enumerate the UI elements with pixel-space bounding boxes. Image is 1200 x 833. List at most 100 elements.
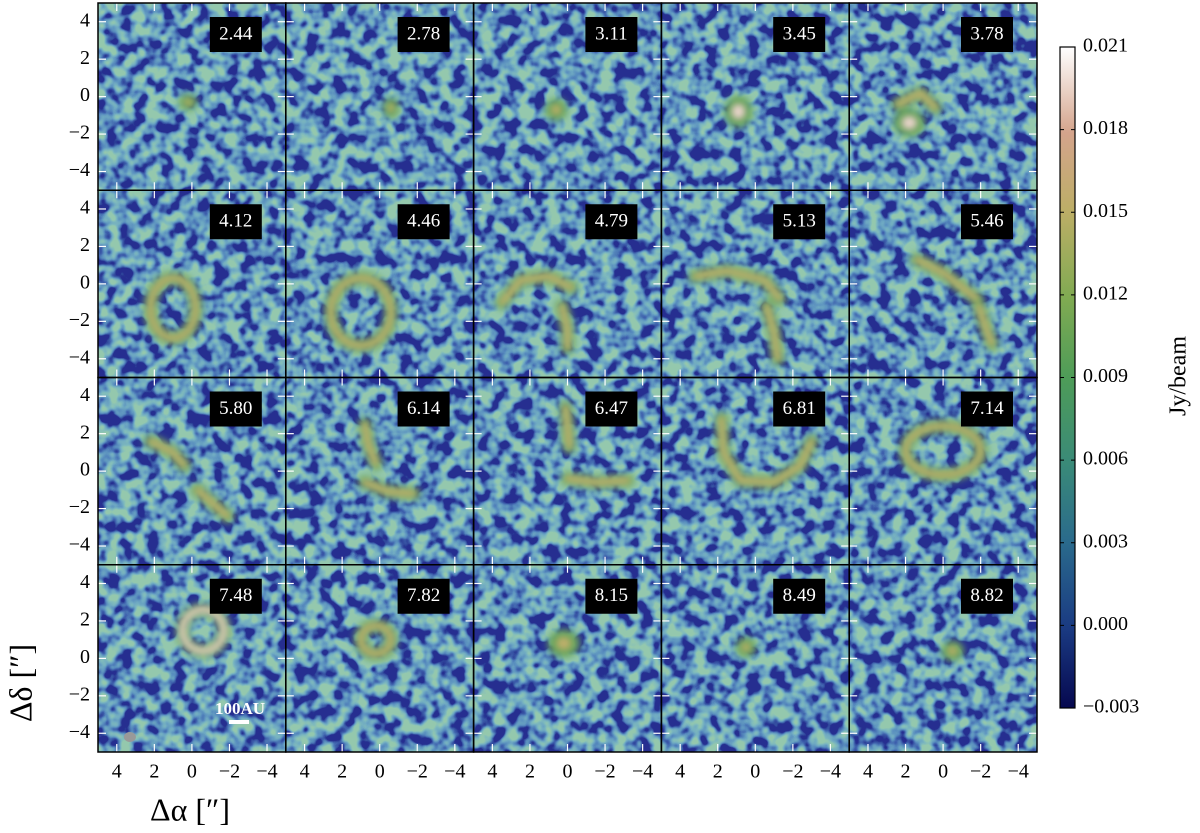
y-tick-label: −2: [69, 122, 90, 144]
panel-label-box: [209, 204, 262, 240]
emission-core: [388, 104, 394, 112]
y-tick-label: −4: [69, 346, 90, 368]
y-tick-label: 0: [80, 646, 90, 668]
x-tick-label: 4: [112, 761, 122, 783]
emission-core: [742, 643, 750, 651]
emission-ring-core: [328, 275, 394, 349]
panel-label-box: [209, 391, 262, 427]
emission-core: [552, 105, 561, 114]
colorbar-tick-label: 0.006: [1083, 448, 1128, 470]
x-tick-label: −4: [1008, 761, 1029, 783]
x-tick-label: −2: [594, 761, 615, 783]
x-tick-label: −2: [782, 761, 803, 783]
colorbar-tick-label: 0.021: [1083, 35, 1128, 57]
x-tick-label: 4: [675, 761, 685, 783]
panel-label-box: [397, 391, 450, 427]
emission-arc-core: [718, 416, 815, 485]
emission-arc-core: [499, 273, 574, 306]
colorbar-tick-label: 0.003: [1083, 530, 1128, 552]
panel-label: 3.11: [595, 23, 628, 44]
emission-arc-core: [148, 438, 187, 469]
panel-label-box: [585, 391, 638, 427]
panel-label: 8.49: [783, 585, 816, 606]
panel-label: 5.46: [970, 211, 1003, 232]
overlay: 2.44 2.78 3.11 3.45 3.78 4.12 4.46 4.79 5.13 5.46…: [97, 2, 1038, 753]
panel-label: 5.80: [219, 398, 252, 419]
x-tick-label: −4: [632, 761, 653, 783]
y-tick-label: −2: [69, 309, 90, 331]
colorbar-label: Jy/beam: [1166, 336, 1192, 416]
panel-label: 7.82: [407, 585, 440, 606]
emission-arc-core: [563, 404, 572, 450]
emission-ring-core: [180, 607, 227, 654]
y-tick-label: 4: [80, 384, 90, 406]
colorbar-tick-label: 0.018: [1083, 117, 1128, 139]
panel-label-box: [585, 204, 638, 240]
panel-label: 4.46: [407, 211, 440, 232]
y-tick-label: −2: [69, 496, 90, 518]
y-tick-label: 0: [80, 459, 90, 481]
x-tick-label: −2: [407, 761, 428, 783]
x-tick-label: 0: [938, 761, 948, 783]
x-tick-label: 2: [525, 761, 535, 783]
x-tick-label: 4: [487, 761, 497, 783]
x-tick-label: −4: [820, 761, 841, 783]
panel-label: 3.45: [783, 23, 816, 44]
colorbar-tick-label: −0.003: [1083, 696, 1139, 718]
emission-ring-core: [148, 275, 199, 341]
panel-label: 3.78: [970, 23, 1003, 44]
panel-label: 8.15: [595, 585, 628, 606]
panel-label-box: [961, 578, 1013, 614]
emission-ring-core: [358, 623, 394, 657]
emission-arc-core: [362, 479, 417, 497]
beam: [123, 732, 136, 743]
y-tick-label: 2: [80, 609, 90, 631]
panel-label: 6.14: [407, 398, 441, 419]
panel-label: 7.48: [219, 585, 252, 606]
panel-label-box: [397, 17, 450, 52]
emission-ring-core: [903, 423, 984, 478]
panel-label: 7.14: [970, 398, 1004, 419]
emission-core: [948, 647, 957, 655]
panel-label-box: [773, 204, 826, 240]
emission-arc-core: [362, 421, 379, 467]
x-tick-label: 2: [901, 761, 911, 783]
emission: [143, 85, 999, 662]
y-tick-label: 4: [80, 571, 90, 593]
scale-bar-label: 100AU: [215, 699, 265, 718]
panel-label: 2.78: [407, 23, 440, 44]
emission-arc-core: [895, 90, 939, 111]
emission-core: [902, 117, 916, 129]
panel-label-box: [209, 17, 262, 52]
emission-arc-core: [914, 257, 980, 302]
x-tick-label: 0: [187, 761, 197, 783]
scale-bar: [229, 720, 249, 724]
y-tick-label: 2: [80, 421, 90, 443]
emission-arc-core: [764, 303, 781, 362]
x-tick-label: 2: [149, 761, 159, 783]
emission-arc-core: [976, 303, 995, 347]
x-tick-label: 0: [750, 761, 760, 783]
panel-label-box: [961, 204, 1013, 240]
panel-label: 4.79: [595, 211, 628, 232]
x-tick-label: 0: [563, 761, 573, 783]
emission-core: [557, 637, 571, 650]
y-tick-label: −4: [69, 159, 90, 181]
panel-label-box: [773, 578, 826, 614]
emission-arc-core: [559, 303, 570, 351]
panel-label: 8.82: [970, 585, 1003, 606]
panel-label-box: [397, 204, 450, 240]
colorbar-tick-label: 0.009: [1083, 365, 1128, 387]
panel-label: 2.44: [219, 23, 253, 44]
y-axis-label: Δδ [″]: [2, 644, 38, 722]
panel-label: 4.12: [219, 211, 252, 232]
panel-label-box: [773, 391, 826, 427]
emission-arc-core: [195, 487, 231, 519]
panel-label-box: [585, 17, 638, 52]
panel-frame: [848, 564, 1038, 753]
x-tick-label: 4: [863, 761, 873, 783]
y-tick-label: 2: [80, 234, 90, 256]
x-tick-label: 4: [300, 761, 310, 783]
y-tick-label: −4: [69, 534, 90, 556]
